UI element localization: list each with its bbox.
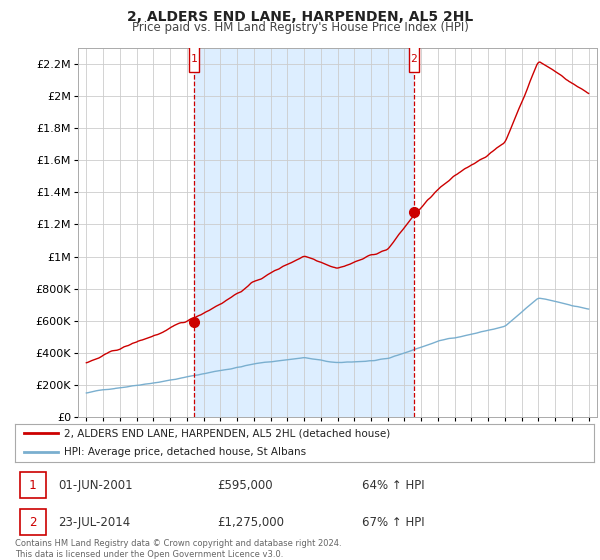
Text: Contains HM Land Registry data © Crown copyright and database right 2024.
This d: Contains HM Land Registry data © Crown c… <box>15 539 341 559</box>
FancyBboxPatch shape <box>189 46 199 72</box>
Text: 67% ↑ HPI: 67% ↑ HPI <box>362 516 425 529</box>
Text: 1: 1 <box>190 54 197 64</box>
Text: 2, ALDERS END LANE, HARPENDEN, AL5 2HL (detached house): 2, ALDERS END LANE, HARPENDEN, AL5 2HL (… <box>64 428 391 438</box>
Text: 2, ALDERS END LANE, HARPENDEN, AL5 2HL: 2, ALDERS END LANE, HARPENDEN, AL5 2HL <box>127 10 473 24</box>
Bar <box>194 48 414 417</box>
Text: 01-JUN-2001: 01-JUN-2001 <box>58 479 133 492</box>
Text: 2: 2 <box>410 54 417 64</box>
FancyBboxPatch shape <box>409 46 419 72</box>
FancyBboxPatch shape <box>20 509 46 535</box>
Text: £1,275,000: £1,275,000 <box>218 516 284 529</box>
Text: 64% ↑ HPI: 64% ↑ HPI <box>362 479 425 492</box>
Text: HPI: Average price, detached house, St Albans: HPI: Average price, detached house, St A… <box>64 447 307 458</box>
Text: 2: 2 <box>29 516 37 529</box>
Text: Price paid vs. HM Land Registry's House Price Index (HPI): Price paid vs. HM Land Registry's House … <box>131 21 469 34</box>
Text: 1: 1 <box>29 479 37 492</box>
FancyBboxPatch shape <box>20 472 46 498</box>
Text: £595,000: £595,000 <box>218 479 273 492</box>
Text: 23-JUL-2014: 23-JUL-2014 <box>58 516 131 529</box>
